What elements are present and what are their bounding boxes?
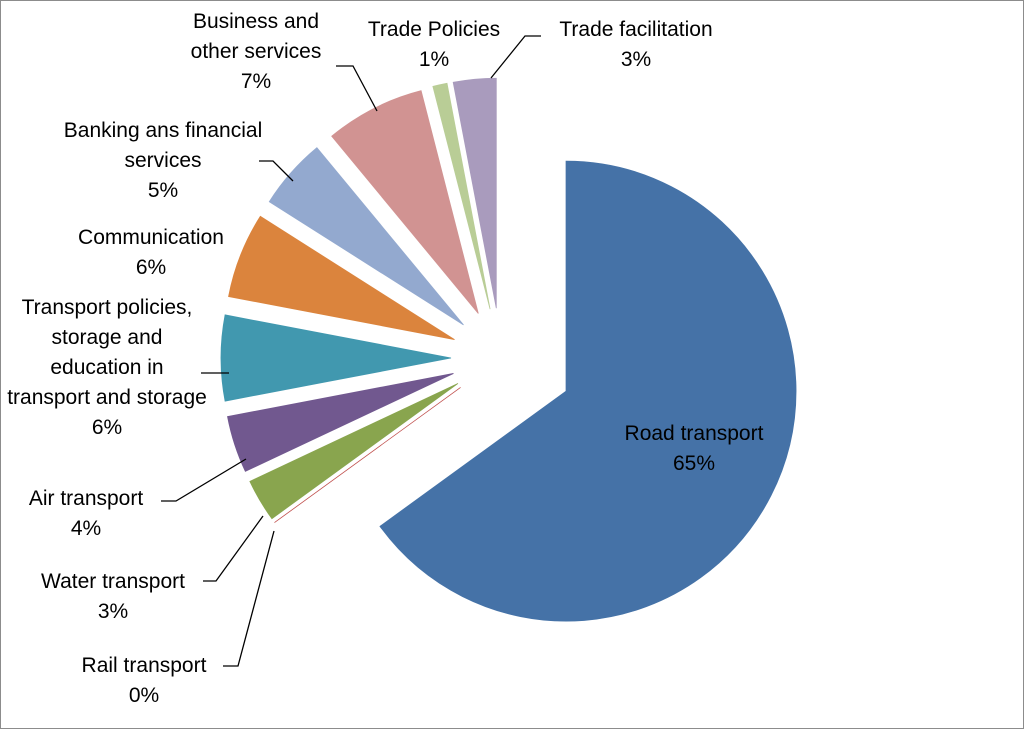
category-name: Trade facilitation <box>559 18 713 41</box>
category-name: Rail transport <box>81 654 207 677</box>
slice-label: Trade facilitation 3% <box>536 15 736 75</box>
pie-slice <box>228 215 455 340</box>
value-label: 3% <box>97 600 129 623</box>
leader-line <box>223 530 275 667</box>
value-label: 7% <box>240 70 272 93</box>
value-label: 0% <box>128 684 160 707</box>
slice-label: Road transport 65% <box>584 419 804 479</box>
leader-line <box>161 458 247 502</box>
slice-label: Water transport 3% <box>13 567 213 627</box>
slice-label: Communication 6% <box>56 223 246 283</box>
pie-slice <box>331 90 479 314</box>
leader-line <box>490 35 541 79</box>
value-label: 3% <box>620 48 652 71</box>
category-name: Road transport <box>624 422 764 445</box>
value-label: 5% <box>147 179 179 202</box>
pie-slice <box>379 160 797 622</box>
value-label: 65% <box>672 452 716 475</box>
slice-label: Air transport 4% <box>6 484 166 544</box>
category-name: Banking ans financial services <box>63 119 263 172</box>
pie-slice <box>452 77 497 309</box>
pie-slice <box>227 373 454 472</box>
leader-line <box>203 515 264 582</box>
value-label: 6% <box>91 416 123 439</box>
leader-line <box>259 160 294 182</box>
slice-label: Banking ans financial services 5% <box>63 116 263 206</box>
category-name: Communication <box>78 226 224 249</box>
slice-label: Transport policies, storage and educatio… <box>7 293 207 443</box>
pie-slice <box>432 82 491 310</box>
category-name: Trade Policies <box>367 18 501 41</box>
leader-line <box>336 65 378 112</box>
slice-label: Business and other services 7% <box>171 7 341 97</box>
category-name: Water transport <box>41 570 185 593</box>
slice-label: Trade Policies 1% <box>349 15 519 75</box>
slice-label: Rail transport 0% <box>59 651 229 711</box>
category-name: Business and other services <box>190 10 322 63</box>
leader-lines <box>161 35 541 667</box>
value-label: 4% <box>70 517 102 540</box>
value-label: 1% <box>418 48 450 71</box>
value-label: 6% <box>135 256 167 279</box>
category-name: Air transport <box>28 487 144 510</box>
category-name: Transport policies, storage and educatio… <box>7 296 207 409</box>
pie-slice <box>268 147 464 326</box>
pie-slice <box>249 383 459 520</box>
pie-slice <box>220 314 452 402</box>
